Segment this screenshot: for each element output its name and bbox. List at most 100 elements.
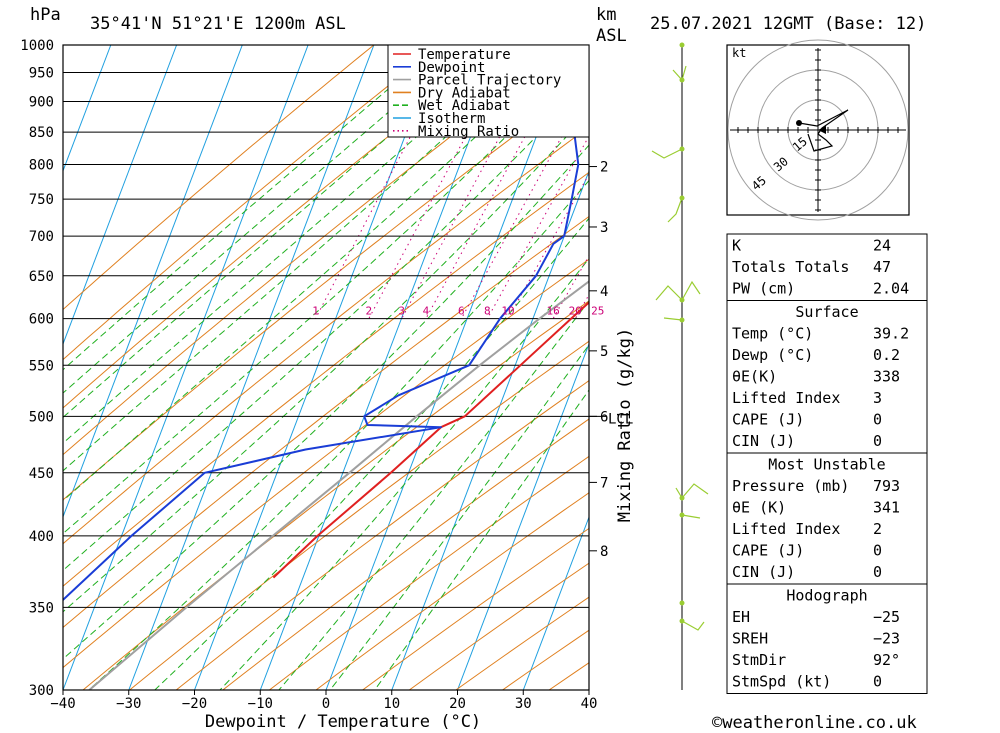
isotherm-line bbox=[259, 45, 506, 690]
table-row-label: PW (cm) bbox=[732, 280, 795, 298]
mixing-ratio-label: 3 bbox=[398, 305, 405, 318]
mixing-ratio-axis-title: Mixing Ratio (g/kg) bbox=[615, 328, 635, 522]
table-row-label: SREH bbox=[732, 630, 768, 648]
pressure-tick-label: 700 bbox=[29, 229, 54, 245]
dry-adiabat-line bbox=[63, 45, 506, 409]
legend-label: Dry Adiabat bbox=[418, 85, 511, 101]
legend-label: Dewpoint bbox=[418, 60, 485, 76]
table-row-value: 2 bbox=[873, 520, 882, 538]
table-row-value: 0 bbox=[873, 432, 882, 450]
table-row-value: 0 bbox=[873, 673, 882, 691]
surface-box bbox=[726, 300, 928, 454]
wind-barb bbox=[655, 280, 701, 301]
mixing-ratio-label: 1 bbox=[312, 305, 319, 318]
hodograph-table-box bbox=[726, 583, 928, 694]
hodograph-unit: kt bbox=[732, 46, 746, 60]
pressure-tick-label: 800 bbox=[29, 158, 54, 174]
pressure-tick-label: 950 bbox=[29, 66, 54, 82]
mixing-ratio-label: 8 bbox=[484, 305, 491, 318]
isotherm-line bbox=[63, 45, 309, 690]
table-row-value: 47 bbox=[873, 258, 891, 276]
lcl-label: LCL bbox=[608, 411, 633, 427]
pressure-axis: 300 350 400 450 500 550 600 650 700 750 800 850 900 9… bbox=[20, 38, 54, 699]
table-row-value: 3 bbox=[873, 389, 882, 407]
height-tick-label: 8 bbox=[600, 544, 608, 560]
x-axis-title: Dewpoint / Temperature (°C) bbox=[205, 712, 481, 732]
wind-level-dot bbox=[679, 42, 685, 48]
mixing-ratio-label: 2 bbox=[365, 305, 372, 318]
station-location: 35°41'N 51°21'E 1200m ASL bbox=[90, 14, 346, 34]
hodograph-trace bbox=[798, 109, 849, 152]
mixing-ratio-line bbox=[574, 293, 589, 319]
parcel-trajectory-line bbox=[88, 280, 589, 690]
table-row-label: CAPE (J) bbox=[732, 542, 804, 560]
wet-adiabat-line bbox=[88, 179, 589, 690]
surface-title: Surface bbox=[795, 303, 858, 321]
height-tick-label: 3 bbox=[600, 220, 608, 236]
temperature-tick-label: −40 bbox=[50, 696, 75, 712]
dry-adiabat-line bbox=[269, 455, 589, 690]
temperature-tick-label: 40 bbox=[581, 696, 598, 712]
table-row-label: Totals Totals bbox=[732, 258, 849, 276]
most-unstable-box bbox=[726, 452, 928, 585]
wind-level-dot bbox=[679, 146, 685, 152]
legend-label: Temperature bbox=[418, 47, 511, 63]
temperature-tick-label: −10 bbox=[248, 696, 273, 712]
wind-barbs-column bbox=[651, 42, 709, 690]
table-row-label: θE(K) bbox=[732, 368, 777, 386]
temperature-tick-label: 10 bbox=[383, 696, 400, 712]
mixing-ratio-line bbox=[425, 45, 576, 319]
stability-table: K 24 Totals Totals 47 PW (cm) 2.04 Surface Temp… bbox=[726, 233, 928, 694]
table-row-value: 338 bbox=[873, 368, 900, 386]
table-row-label: CIN (J) bbox=[732, 432, 795, 450]
wind-level-dot bbox=[679, 77, 685, 83]
table-row-value: 0.2 bbox=[873, 346, 900, 364]
mixing-ratio-label: 16 bbox=[546, 305, 559, 318]
wet-adiabat-line bbox=[63, 81, 589, 572]
wind-level-dot bbox=[679, 195, 685, 201]
dry-adiabat-line bbox=[63, 171, 589, 587]
temperature-tick-label: −20 bbox=[182, 696, 207, 712]
mixing-ratio-label: 20 bbox=[569, 305, 582, 318]
dry-adiabat-line bbox=[63, 126, 589, 545]
table-row-value: 0 bbox=[873, 542, 882, 560]
most-unstable-title: Most Unstable bbox=[768, 456, 885, 474]
table-row-label: Temp (°C) bbox=[732, 325, 813, 343]
pressure-tick-label: 500 bbox=[29, 409, 54, 425]
wind-barb bbox=[663, 317, 683, 321]
pressure-tick-label: 450 bbox=[29, 466, 54, 482]
legend-label: Mixing Ratio bbox=[418, 124, 519, 140]
table-row-label: Pressure (mb) bbox=[732, 477, 849, 495]
dry-adiabat-line bbox=[222, 418, 589, 690]
dry-adiabat-line bbox=[82, 300, 589, 690]
isotherm-line bbox=[63, 45, 243, 519]
hodograph-ring bbox=[727, 39, 909, 221]
pressure-tick-label: 650 bbox=[29, 269, 54, 285]
temperature-tick-label: 30 bbox=[515, 696, 532, 712]
table-row-label: Lifted Index bbox=[732, 520, 840, 538]
pressure-tick-label: 550 bbox=[29, 358, 54, 374]
wind-level-dot bbox=[679, 600, 685, 606]
dewpoint-profile-line bbox=[63, 112, 580, 602]
mixing-ratio-line bbox=[460, 86, 589, 319]
table-row-value: 92° bbox=[873, 651, 900, 669]
temperature-tick-label: −30 bbox=[116, 696, 141, 712]
wind-level-dot bbox=[679, 495, 685, 501]
table-row-value: 24 bbox=[873, 237, 891, 255]
mixing-ratio-label: 10 bbox=[501, 305, 514, 318]
isotherm-line bbox=[194, 45, 441, 690]
table-row-value: 2.04 bbox=[873, 280, 909, 298]
valid-time: 25.07.2021 12GMT (Base: 12) bbox=[650, 14, 926, 34]
wind-level-dot bbox=[679, 317, 685, 323]
legend-label: Wet Adiabat bbox=[418, 98, 511, 114]
wet-adiabat-line bbox=[374, 389, 589, 690]
pressure-tick-label: 350 bbox=[29, 600, 54, 616]
height-tick-label: 6 bbox=[600, 409, 608, 425]
height-axis: 2 3 4 5 6 7 8 LCL bbox=[589, 160, 633, 560]
legend-label: Parcel Trajectory bbox=[418, 73, 561, 89]
table-row-label: K bbox=[732, 237, 741, 255]
mixing-ratio-label: 6 bbox=[458, 305, 465, 318]
temperature-tick-label: 0 bbox=[322, 696, 330, 712]
table-row-label: CAPE (J) bbox=[732, 411, 804, 429]
